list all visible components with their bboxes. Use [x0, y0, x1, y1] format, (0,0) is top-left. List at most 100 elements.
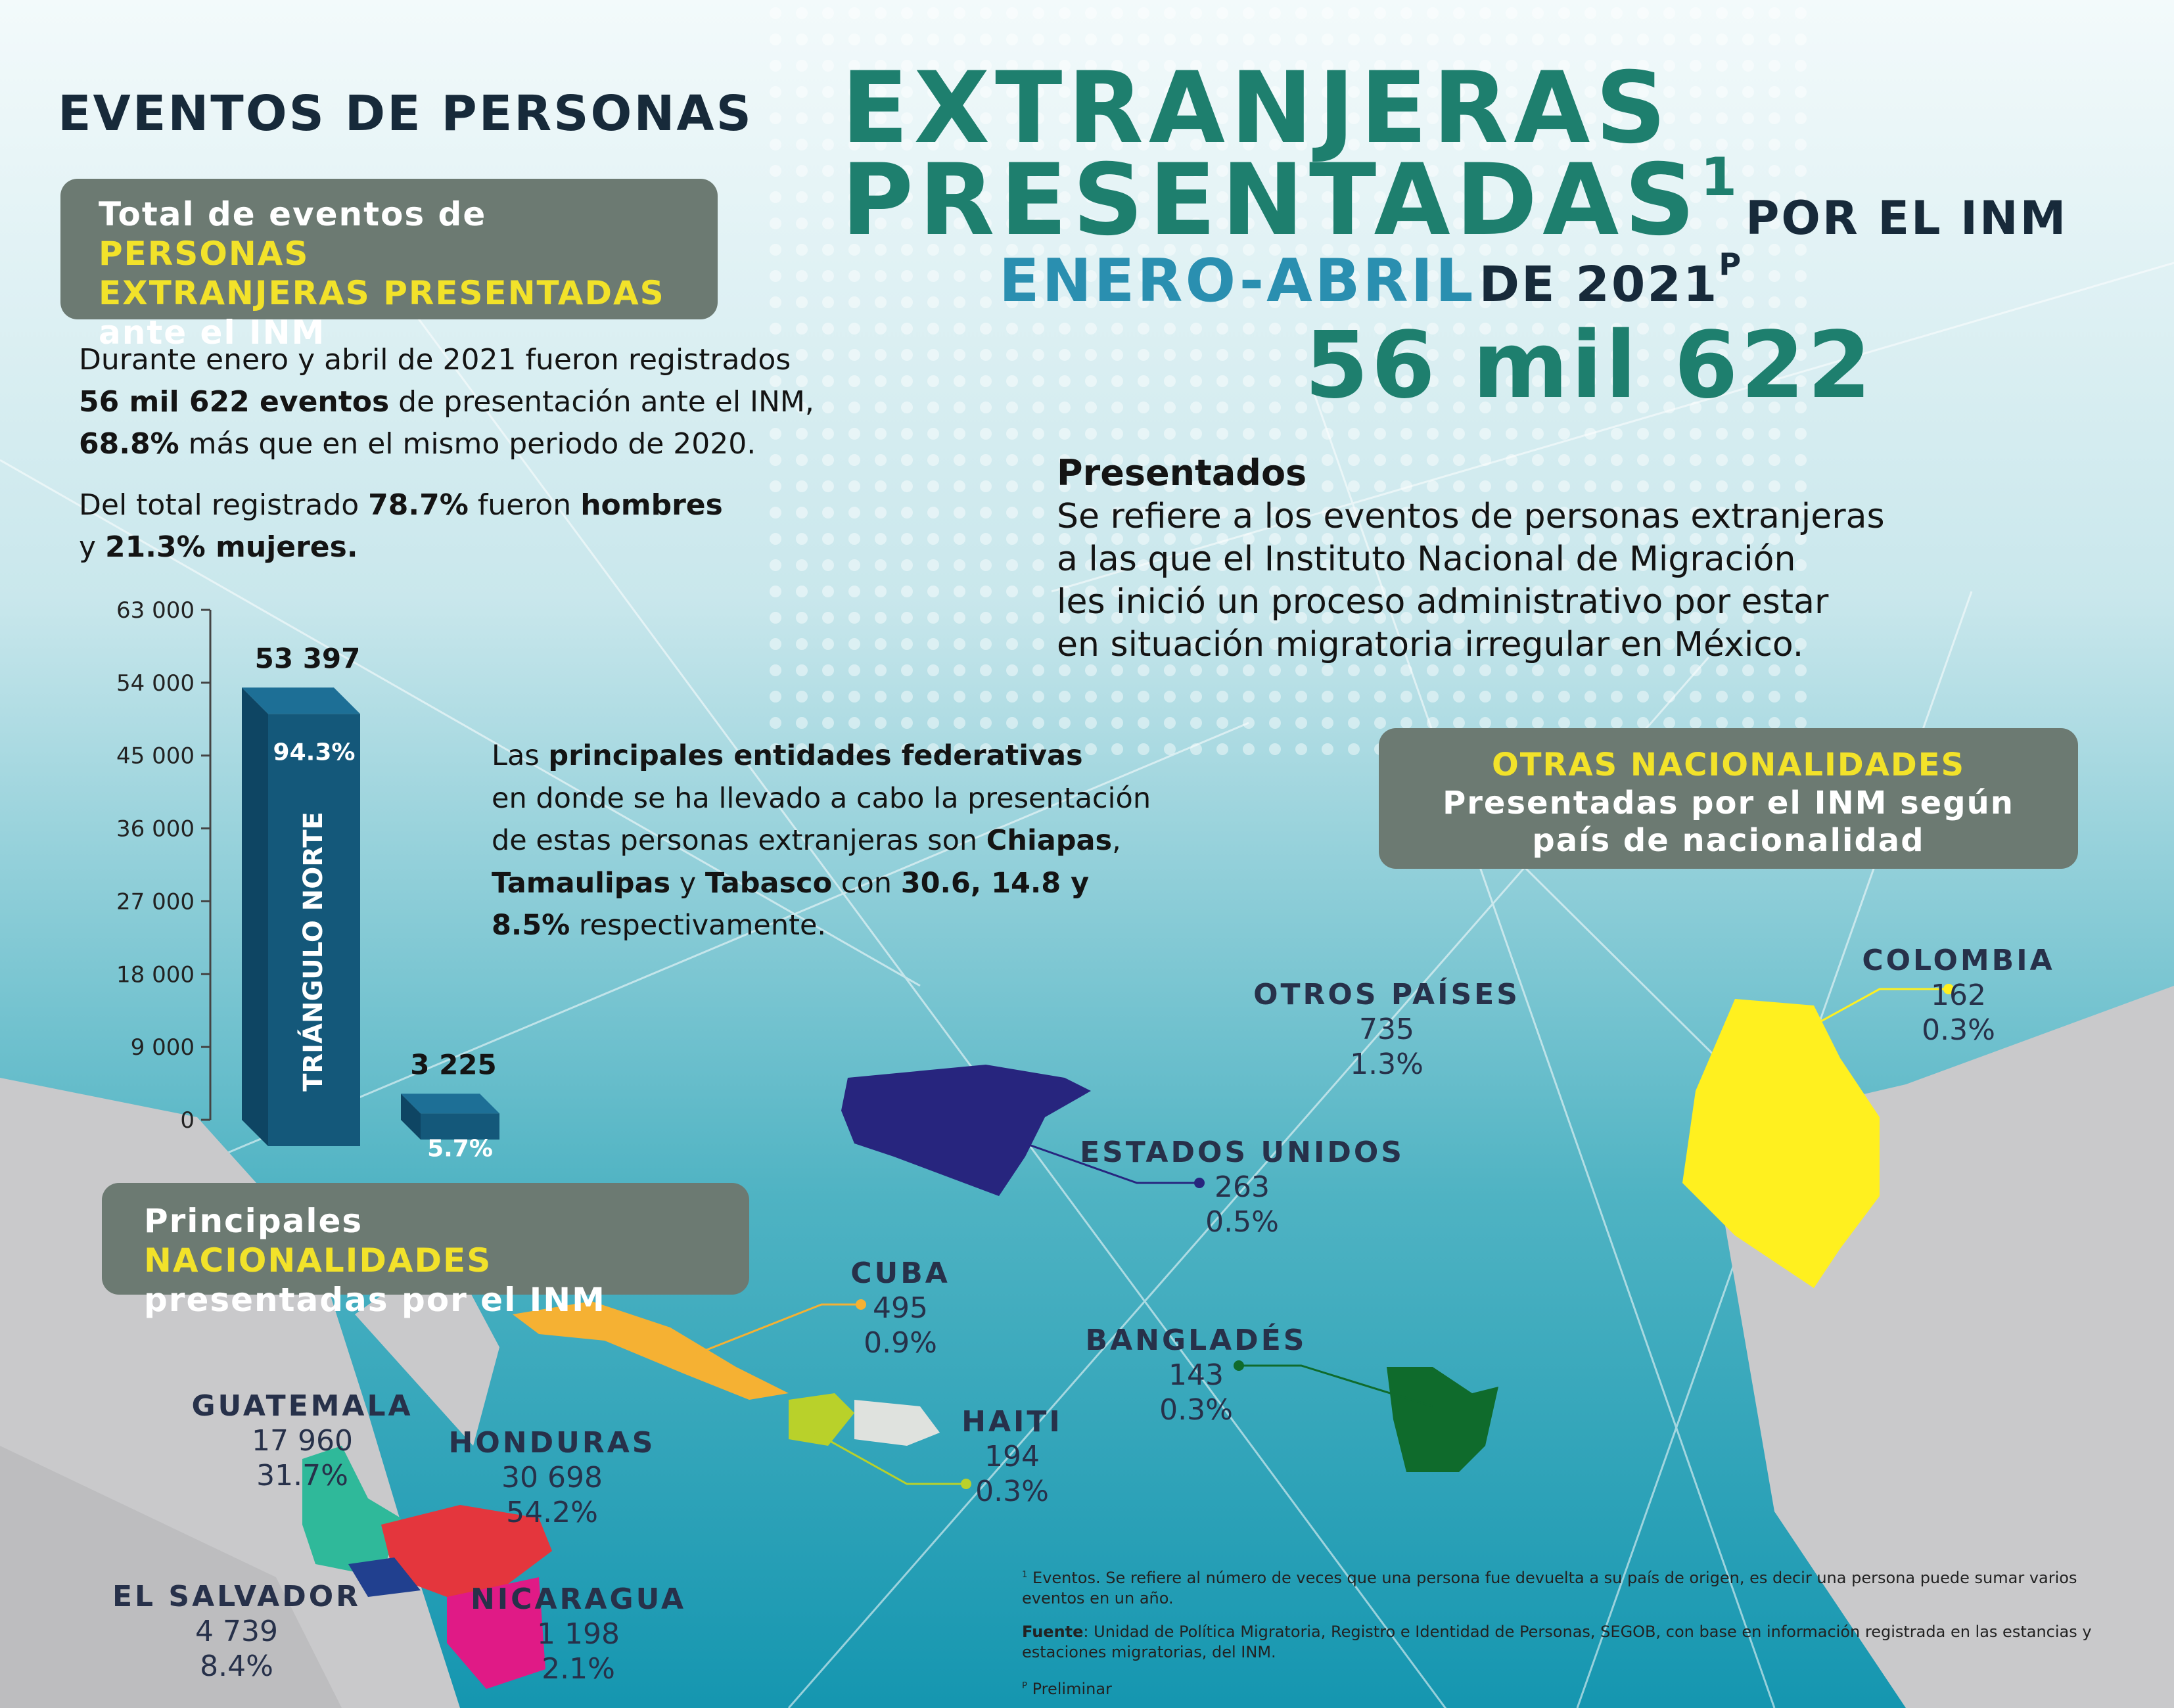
honduras-shape — [381, 1505, 552, 1597]
nicaragua-pct: 2.1% — [542, 1651, 615, 1686]
intro-p1-a: Durante enero y abril de 2021 fueron reg… — [79, 343, 791, 377]
bangladesh-value: 143 — [1168, 1358, 1224, 1392]
usa-pct: 0.5% — [1205, 1205, 1279, 1239]
total-box-part3: ante el INM — [99, 313, 326, 352]
bar-inner-label: TRIÁNGULO NORTE — [297, 812, 329, 1092]
ent-a: Las — [492, 739, 549, 772]
usa-value: 263 — [1214, 1170, 1270, 1204]
haiti-value: 194 — [984, 1439, 1040, 1473]
principales-line2: presentadas por el INM — [144, 1281, 606, 1319]
label-bangladesh: BANGLADÉS 143 0.3% — [1065, 1324, 1328, 1427]
bar-top — [242, 687, 360, 714]
ent-l: 8.5% — [492, 909, 570, 942]
title-line3b: POR EL INM — [1746, 191, 2068, 245]
colombia-value: 162 — [1931, 978, 1986, 1012]
bangladesh-pct: 0.3% — [1159, 1393, 1233, 1427]
cuba-shape — [513, 1301, 789, 1400]
guatemala-value: 17 960 — [252, 1423, 353, 1458]
title-line4-row: ENERO-ABRIL DE 2021P — [999, 246, 1743, 315]
label-cuba: CUBA 495 0.9% — [802, 1257, 999, 1360]
fuente-text: : Unidad de Política Migratoria, Registr… — [1022, 1623, 2092, 1662]
prelim-sup: P — [1022, 1681, 1027, 1691]
bangladesh-shape — [1387, 1367, 1498, 1472]
total-box: Total de eventos de PERSONAS EXTRANJERAS… — [60, 179, 718, 352]
honduras-value: 30 698 — [501, 1460, 603, 1494]
haiti-pct: 0.3% — [975, 1474, 1049, 1508]
title-line3-row: PRESENTADAS1 POR EL INM — [841, 151, 2068, 250]
entidades-paragraph: Las principales entidades federativas en… — [492, 735, 1247, 947]
intro-p1-c: de presentación ante el INM, — [389, 384, 814, 419]
y-tick-label: 63 000 — [116, 597, 195, 624]
title-period: ENERO-ABRIL — [999, 246, 1476, 315]
y-tick-label: 54 000 — [116, 670, 195, 697]
otros-pct: 1.3% — [1350, 1047, 1423, 1081]
colombia-name: COLOMBIA — [1862, 944, 2055, 977]
bar-side — [242, 687, 268, 1146]
ent-m: respectivamente. — [570, 909, 827, 942]
y-tick-label: 45 000 — [116, 743, 195, 770]
intro-p1-d: 68.8% — [79, 427, 179, 461]
bangladesh-name: BANGLADÉS — [1085, 1324, 1307, 1357]
otras-line1: OTRAS NACIONALIDADES — [1491, 747, 1966, 783]
title-year: DE 2021 — [1479, 256, 1719, 313]
label-haiti: HAITI 194 0.3% — [914, 1405, 1111, 1509]
principales-line1b: NACIONALIDADES — [144, 1241, 492, 1280]
elsalvador-name: EL SALVADOR — [112, 1580, 361, 1613]
presentados-line-2: a las que el Instituto Nacional de Migra… — [1057, 539, 1796, 579]
cuba-value: 495 — [873, 1291, 928, 1325]
title-line1: EVENTOS DE PERSONAS — [58, 85, 753, 142]
bar — [421, 1113, 499, 1140]
ent-c: en donde se ha llevado a cabo la present… — [492, 781, 1151, 815]
intro-p2-d: hombres — [580, 488, 723, 522]
bar-top — [401, 1094, 499, 1114]
dominicana-shape — [854, 1400, 940, 1446]
footnote-1-text: Eventos. Se refiere al número de veces q… — [1022, 1569, 2077, 1608]
y-tick-label: 27 000 — [116, 889, 195, 915]
guatemala-shape — [302, 1446, 401, 1577]
title-year-sup: P — [1719, 246, 1744, 282]
total-box-part1: Total de eventos de — [99, 195, 487, 233]
intro-p1-e: más que en el mismo periodo de 2020. — [179, 427, 756, 461]
elsalvador-value: 4 739 — [195, 1614, 278, 1648]
bar-side — [401, 1094, 421, 1140]
nicaragua-name: NICARAGUA — [470, 1582, 686, 1616]
fuente-label: Fuente — [1022, 1623, 1084, 1641]
otras-line2: Presentadas por el INM según — [1443, 784, 2014, 821]
footnote-prelim: P Preliminar — [1022, 1679, 1416, 1699]
total-box-hl2: EXTRANJERAS PRESENTADAS — [99, 274, 665, 312]
nicaragua-shape — [447, 1577, 545, 1689]
haiti-name: HAITI — [961, 1405, 1063, 1439]
bar-pct-label: 94.3% — [273, 739, 356, 766]
y-tick-label: 36 000 — [116, 816, 195, 842]
bar — [268, 714, 360, 1146]
principales-line1a: Principales — [144, 1202, 363, 1240]
usa-shape — [841, 1065, 1091, 1196]
otros-value: 735 — [1359, 1012, 1414, 1046]
bar-value-label: 3 225 — [410, 1048, 497, 1080]
presentados-heading: Presentados — [1057, 452, 1307, 494]
ent-j: con — [832, 866, 901, 900]
intro-p2-a: Del total registrado — [79, 488, 369, 522]
title-line3: PRESENTADAS — [841, 143, 1701, 258]
colombia-shape — [1682, 999, 1880, 1288]
intro-p1-b: 56 mil 622 eventos — [79, 384, 390, 419]
honduras-pct: 54.2% — [506, 1495, 598, 1529]
ent-g: Tamaulipas — [492, 866, 671, 900]
intro-p2-e: y — [79, 530, 106, 565]
otras-box: OTRAS NACIONALIDADES Presentadas por el … — [1379, 728, 2078, 869]
label-colombia: COLOMBIA 162 0.3% — [1827, 944, 2090, 1048]
intro-paragraph: Durante enero y abril de 2021 fueron reg… — [79, 339, 835, 568]
ent-d: de estas personas extranjeras son — [492, 824, 986, 857]
elsalvador-shape — [348, 1558, 421, 1597]
intro-p2-b: 78.7% — [368, 488, 469, 522]
y-tick-label: 9 000 — [131, 1034, 195, 1061]
cuba-name: CUBA — [850, 1257, 950, 1290]
label-honduras: HONDURAS 30 698 54.2% — [421, 1426, 683, 1530]
cuba-pct: 0.9% — [864, 1326, 937, 1360]
label-elsalvador: EL SALVADOR 4 739 8.4% — [99, 1580, 375, 1684]
presentados-block: Presentados Se refiere a los eventos de … — [1057, 451, 1977, 666]
y-tick-label: 18 000 — [116, 961, 195, 988]
ent-k: 30.6, 14.8 y — [900, 866, 1090, 900]
intro-p2-f: 21.3% mujeres. — [105, 530, 358, 565]
presentados-line-4: en situación migratoria irregular en Méx… — [1057, 624, 1804, 664]
